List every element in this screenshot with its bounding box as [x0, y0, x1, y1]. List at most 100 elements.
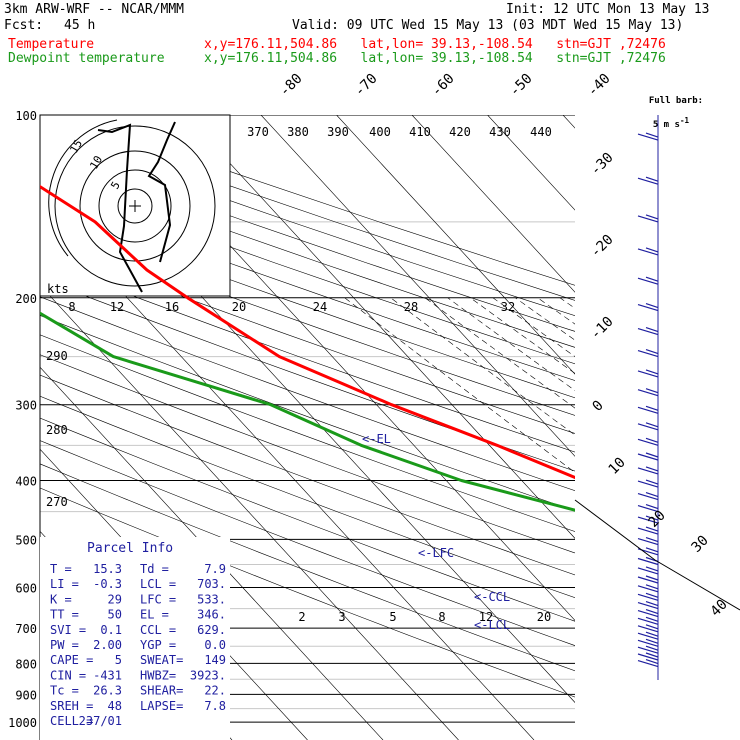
isotherm: [639, 115, 740, 740]
wind-barb: [637, 349, 659, 358]
diagram-edge: [574, 499, 740, 611]
wind-barb: [637, 592, 659, 601]
temperature-tick-label: 0: [590, 398, 607, 415]
parcel-value: 533.: [197, 592, 226, 606]
wind-barb: [637, 247, 659, 256]
wind-barb: [637, 369, 659, 378]
model-title: 3km ARW-WRF -- NCAR/MMM: [4, 2, 185, 17]
parcel-key: CAPE =: [50, 653, 93, 667]
parcel-key: SHEAR=: [140, 684, 183, 698]
temperature-profile: [40, 184, 575, 480]
temperature-legend: Temperature: [8, 37, 95, 52]
wind-barb: [637, 652, 659, 661]
parcel-key: EL =: [140, 608, 169, 622]
isotherm: [260, 115, 575, 457]
hodograph-ring: [54, 125, 216, 287]
wind-barb: [637, 631, 659, 640]
mixing-ratio-label: 2: [298, 610, 305, 624]
temperature-tick-label: -80: [277, 71, 306, 100]
wind-barb: [637, 132, 659, 141]
wind-barb: [637, 616, 659, 625]
pressure-tick-label: 1000: [8, 716, 37, 730]
dewpoint-profile: [40, 311, 575, 512]
theta-e-label: 390: [327, 125, 349, 139]
level-marker-label: <-EL: [362, 432, 391, 446]
temperature-tick-label: -20: [588, 232, 617, 261]
wind-barb: [637, 437, 659, 446]
barb-legend-exponent: -1: [679, 116, 689, 125]
parcel-key: Tc =: [50, 684, 79, 698]
dry-adiabat: [40, 278, 575, 472]
parcel-key: LI =: [50, 577, 79, 591]
moist-adiabat: [492, 297, 575, 357]
forecast-label: Fcst:: [4, 18, 44, 33]
temperature-station-info: x,y=176.11,504.86 lat,lon= 39.13,-108.54…: [204, 37, 666, 52]
isotherm: [336, 115, 575, 375]
wind-barb: [637, 466, 659, 475]
temperature-tick-label: -60: [429, 71, 458, 100]
level-marker-label: <-CCL: [474, 590, 510, 604]
parcel-key: CELL =: [50, 714, 93, 728]
parcel-value: 22.: [204, 684, 226, 698]
wind-barb: [637, 479, 659, 488]
temperature-tick-label: -30: [588, 150, 617, 179]
wind-barb: [637, 566, 659, 575]
wind-barb: [637, 526, 659, 535]
dry-adiabat: [40, 296, 575, 491]
parcel-value: 2.00: [93, 638, 122, 652]
mixing-ratio-label: 20: [537, 610, 551, 624]
wind-barb: [637, 176, 659, 185]
isotherm: [185, 115, 575, 539]
dry-adiabat: [40, 334, 575, 532]
parcel-value: 15.3: [93, 562, 122, 576]
dewpoint-station-info: x,y=176.11,504.86 lat,lon= 39.13,-108.54…: [204, 51, 666, 66]
dry-adiabat: [40, 487, 575, 698]
level-marker-label: <-LFC: [418, 546, 454, 560]
theta-e-label: 12: [110, 300, 124, 314]
theta-e-label: 430: [489, 125, 511, 139]
moist-adiabat: [344, 297, 575, 473]
parcel-value: 50: [108, 608, 122, 622]
pressure-tick-label: 800: [15, 657, 37, 671]
temperature-tick-label: 20: [646, 508, 669, 531]
valid-time: Valid: 09 UTC Wed 15 May 13 (03 MDT Wed …: [292, 18, 684, 33]
dry-adiabat: [40, 395, 575, 599]
theta-e-label: 380: [287, 125, 309, 139]
pressure-tick-label: 900: [15, 688, 37, 702]
parcel-value: 149: [204, 653, 226, 667]
parcel-key: TT =: [50, 608, 79, 622]
temperature-tick-label: -40: [585, 71, 614, 100]
moist-adiabat: [537, 297, 575, 325]
theta-label: 270: [46, 495, 68, 509]
pressure-tick-label: 300: [15, 399, 37, 413]
parcel-key: LFC =: [140, 592, 176, 606]
isotherm: [411, 115, 575, 293]
wind-barb: [637, 515, 659, 524]
parcel-value: -0.3: [93, 577, 122, 591]
theta-e-label: 28: [404, 300, 418, 314]
moist-adiabat: [515, 297, 575, 341]
parcel-key: CIN =: [50, 668, 86, 682]
pressure-tick-label: 100: [15, 109, 37, 123]
wind-barb: [637, 388, 659, 397]
dry-adiabat: [40, 226, 575, 416]
moist-adiabat: [470, 297, 575, 374]
parcel-key: CCL =: [140, 623, 176, 637]
wind-barb: [637, 624, 659, 633]
dry-adiabat: [40, 209, 575, 399]
mixing-ratio-label: 12: [479, 610, 493, 624]
parcel-value: 703.: [197, 577, 226, 591]
wind-barb: [637, 303, 659, 312]
parcel-key: SVI =: [50, 623, 86, 637]
parcel-value: 237/01: [79, 714, 122, 728]
parcel-value: 5: [115, 653, 122, 667]
temperature-tick-label: 40: [708, 597, 731, 620]
moist-adiabat: [447, 297, 575, 391]
theta-label: 290: [46, 349, 68, 363]
dry-adiabat: [40, 315, 575, 512]
pressure-tick-label: 700: [15, 622, 37, 636]
dry-adiabat: [40, 260, 575, 453]
wind-barb: [637, 504, 659, 513]
parcel-value: 29: [108, 592, 122, 606]
